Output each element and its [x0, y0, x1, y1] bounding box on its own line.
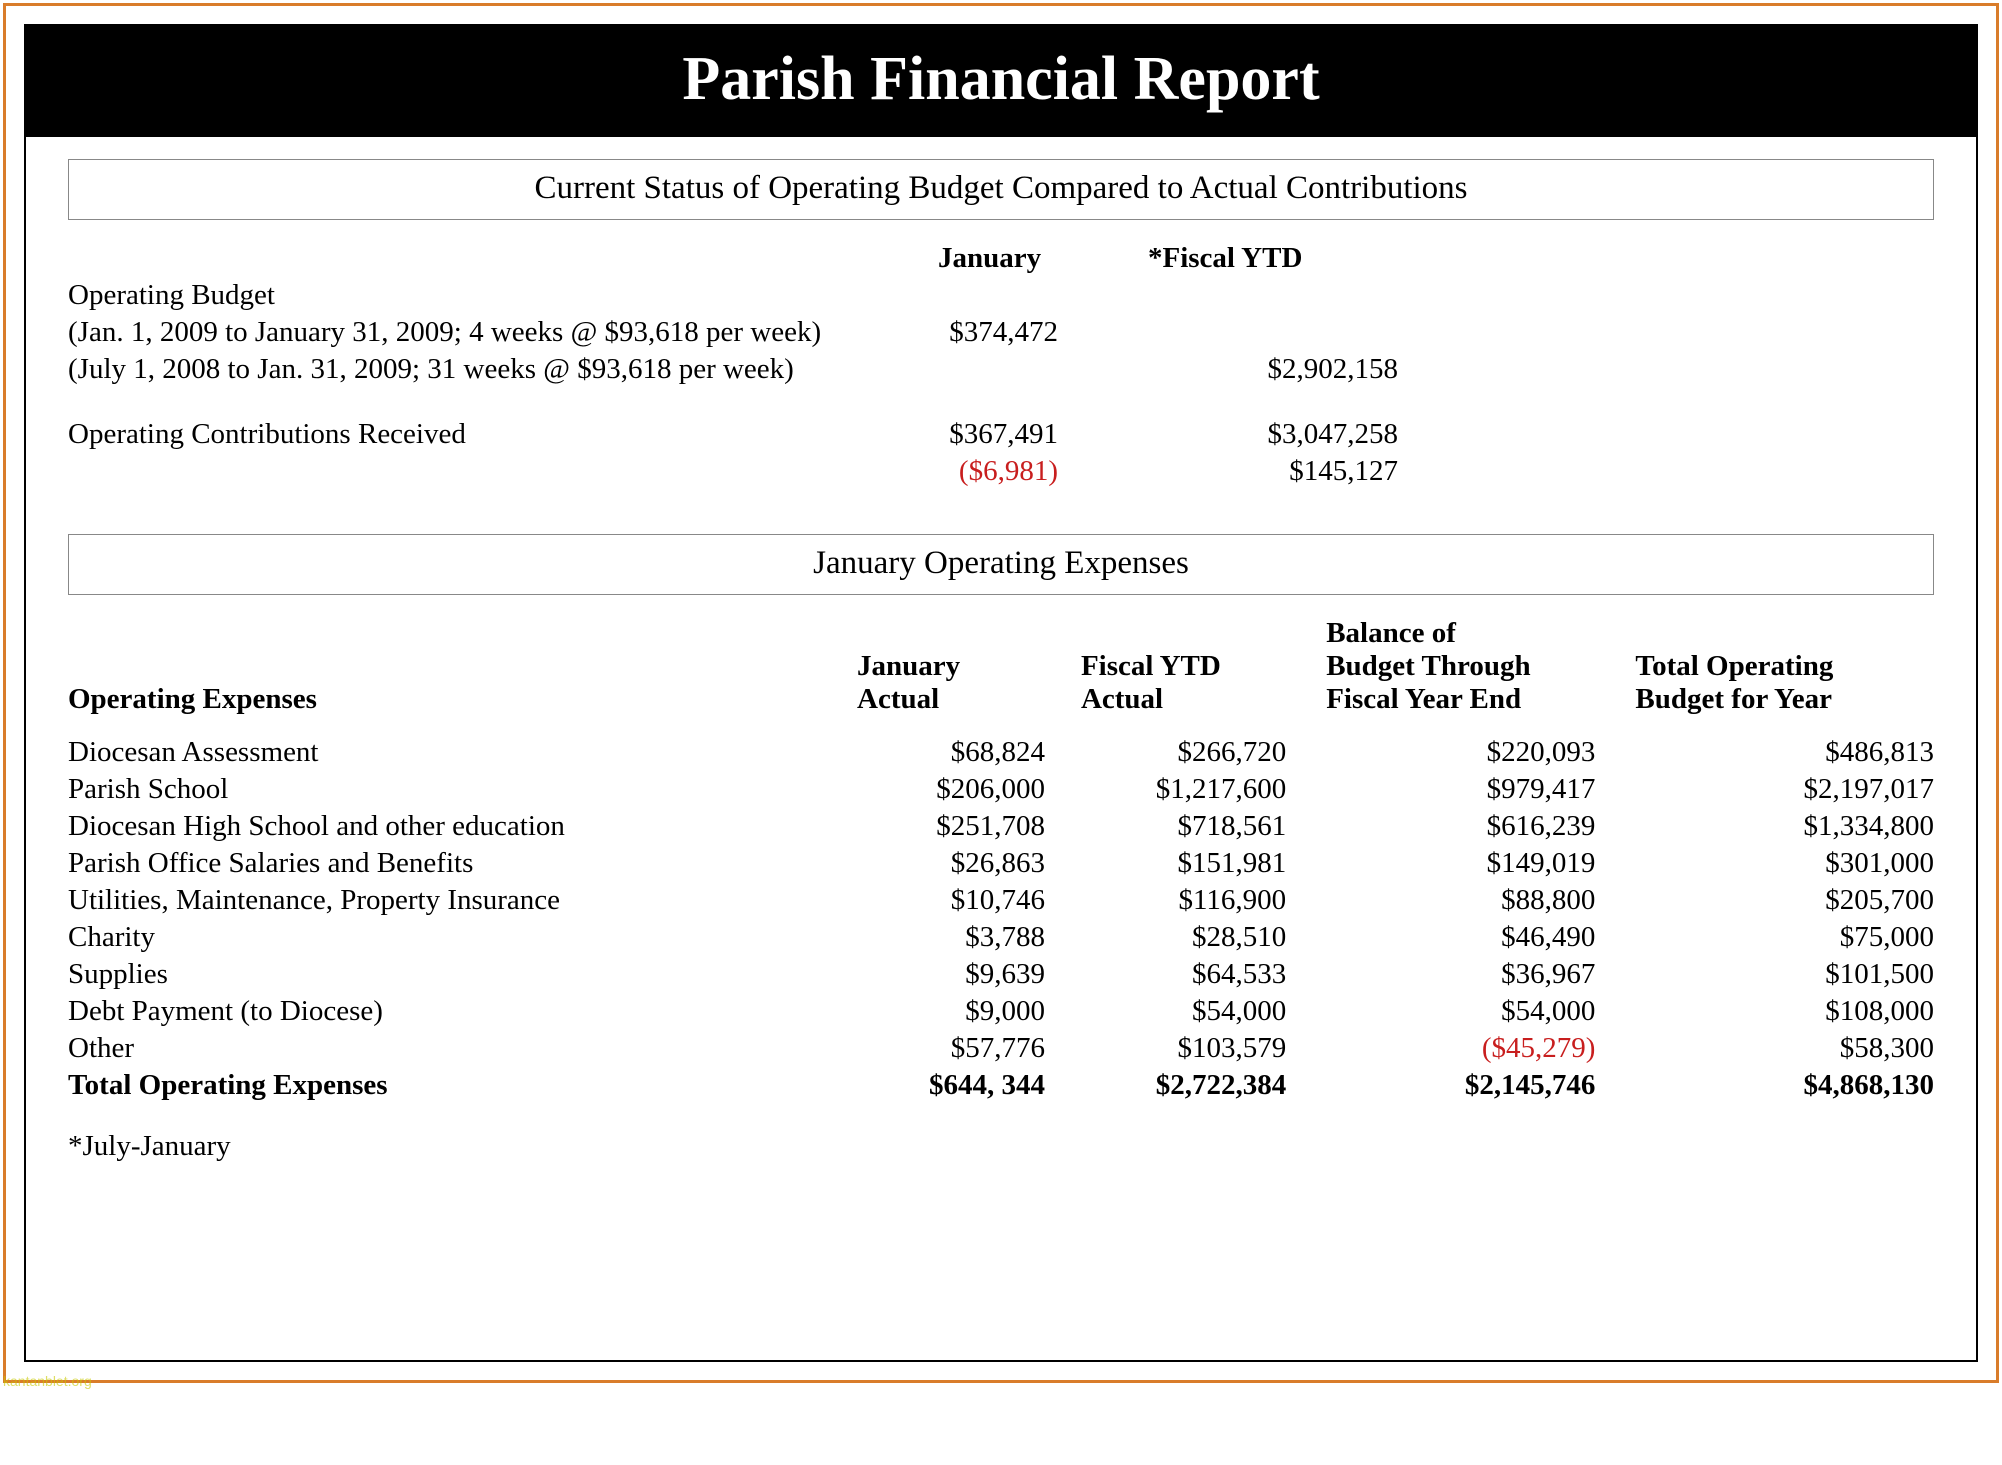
exp-col-bal: Balance ofBudget ThroughFiscal Year End [1326, 617, 1635, 734]
total-row: Total Operating Expenses $644, 344 $2,72… [68, 1067, 1934, 1104]
col-ytd-header: *Fiscal YTD [1148, 240, 1408, 277]
expense-row: Parish School$206,000$1,217,600$979,417$… [68, 771, 1934, 808]
section2-header: January Operating Expenses [68, 534, 1934, 595]
budget-jan-row: (Jan. 1, 2009 to January 31, 2009; 4 wee… [68, 314, 1934, 351]
expense-jan: $10,746 [857, 882, 1081, 919]
expense-row: Parish Office Salaries and Benefits$26,8… [68, 845, 1934, 882]
expense-label: Diocesan High School and other education [68, 808, 857, 845]
expense-tot: $75,000 [1635, 919, 1934, 956]
expense-bal: $979,417 [1326, 771, 1635, 808]
operating-budget-row: Operating Budget [68, 277, 1934, 314]
watermark: kantanblet.org [3, 1373, 92, 1389]
expense-jan: $68,824 [857, 734, 1081, 771]
variance-ytd: $145,127 [1148, 453, 1408, 490]
outer-frame: Parish Financial Report Current Status o… [3, 3, 1999, 1383]
expense-bal: $220,093 [1326, 734, 1635, 771]
expense-jan: $9,000 [857, 993, 1081, 1030]
expense-bal: $46,490 [1326, 919, 1635, 956]
expense-jan: $206,000 [857, 771, 1081, 808]
footnote: *July-January [68, 1130, 1934, 1163]
expense-tot: $101,500 [1635, 956, 1934, 993]
section1-header: Current Status of Operating Budget Compa… [68, 159, 1934, 220]
budget-col-headers: January *Fiscal YTD [68, 240, 1934, 277]
expenses-table: Operating Expenses JanuaryActual Fiscal … [68, 617, 1934, 1104]
expense-row: Debt Payment (to Diocese)$9,000$54,000$5… [68, 993, 1934, 1030]
exp-col-ytd: Fiscal YTDActual [1081, 617, 1326, 734]
budget-block: January *Fiscal YTD Operating Budget (Ja… [68, 240, 1934, 490]
expense-row: Charity$3,788$28,510$46,490$75,000 [68, 919, 1934, 956]
expense-tot: $205,700 [1635, 882, 1934, 919]
expense-row: Diocesan Assessment$68,824$266,720$220,0… [68, 734, 1934, 771]
expense-jan: $26,863 [857, 845, 1081, 882]
operating-budget-label: Operating Budget [68, 277, 888, 314]
inner-frame: Parish Financial Report Current Status o… [24, 24, 1978, 1362]
expense-ytd: $718,561 [1081, 808, 1326, 845]
expense-label: Supplies [68, 956, 857, 993]
col-jan-header: January [888, 240, 1148, 277]
budget-jan-note: (Jan. 1, 2009 to January 31, 2009; 4 wee… [68, 314, 888, 351]
exp-col-jan: JanuaryActual [857, 617, 1081, 734]
expense-ytd: $116,900 [1081, 882, 1326, 919]
total-label: Total Operating Expenses [68, 1067, 857, 1104]
exp-col-label: Operating Expenses [68, 617, 857, 734]
budget-ytd-row: (July 1, 2008 to Jan. 31, 2009; 31 weeks… [68, 351, 1934, 388]
expense-tot: $58,300 [1635, 1030, 1934, 1067]
variance-jan: ($6,981) [888, 453, 1148, 490]
expense-label: Charity [68, 919, 857, 956]
budget-table: January *Fiscal YTD Operating Budget (Ja… [68, 240, 1934, 490]
expense-row: Diocesan High School and other education… [68, 808, 1934, 845]
expense-jan: $3,788 [857, 919, 1081, 956]
total-tot: $4,868,130 [1635, 1067, 1934, 1104]
expense-label: Utilities, Maintenance, Property Insuran… [68, 882, 857, 919]
expense-label: Diocesan Assessment [68, 734, 857, 771]
expense-ytd: $103,579 [1081, 1030, 1326, 1067]
expense-tot: $1,334,800 [1635, 808, 1934, 845]
expense-jan: $57,776 [857, 1030, 1081, 1067]
expense-bal: $54,000 [1326, 993, 1635, 1030]
expense-label: Debt Payment (to Diocese) [68, 993, 857, 1030]
expense-row: Supplies$9,639$64,533$36,967$101,500 [68, 956, 1934, 993]
expense-row: Utilities, Maintenance, Property Insuran… [68, 882, 1934, 919]
total-jan: $644, 344 [857, 1067, 1081, 1104]
variance-row: ($6,981) $145,127 [68, 453, 1934, 490]
contrib-ytd: $3,047,258 [1148, 416, 1408, 453]
total-bal: $2,145,746 [1326, 1067, 1635, 1104]
expense-label: Parish School [68, 771, 857, 808]
expense-tot: $2,197,017 [1635, 771, 1934, 808]
expense-jan: $251,708 [857, 808, 1081, 845]
contrib-label: Operating Contributions Received [68, 416, 888, 453]
contrib-row: Operating Contributions Received $367,49… [68, 416, 1934, 453]
budget-ytd-value: $2,902,158 [1148, 351, 1408, 388]
expense-ytd: $1,217,600 [1081, 771, 1326, 808]
expense-ytd: $28,510 [1081, 919, 1326, 956]
expense-ytd: $151,981 [1081, 845, 1326, 882]
expense-tot: $301,000 [1635, 845, 1934, 882]
expenses-col-headers: Operating Expenses JanuaryActual Fiscal … [68, 617, 1934, 734]
report-body: Current Status of Operating Budget Compa… [26, 137, 1976, 1163]
expense-row: Other$57,776$103,579($45,279)$58,300 [68, 1030, 1934, 1067]
expense-bal: $616,239 [1326, 808, 1635, 845]
total-ytd: $2,722,384 [1081, 1067, 1326, 1104]
expense-ytd: $54,000 [1081, 993, 1326, 1030]
expense-label: Other [68, 1030, 857, 1067]
expense-bal: $88,800 [1326, 882, 1635, 919]
expense-jan: $9,639 [857, 956, 1081, 993]
exp-col-tot: Total OperatingBudget for Year [1635, 617, 1934, 734]
expense-ytd: $64,533 [1081, 956, 1326, 993]
budget-ytd-note: (July 1, 2008 to Jan. 31, 2009; 31 weeks… [68, 351, 888, 388]
budget-jan-value: $374,472 [888, 314, 1148, 351]
expense-bal: $149,019 [1326, 845, 1635, 882]
expense-bal: ($45,279) [1326, 1030, 1635, 1067]
contrib-jan: $367,491 [888, 416, 1148, 453]
expense-label: Parish Office Salaries and Benefits [68, 845, 857, 882]
expense-tot: $486,813 [1635, 734, 1934, 771]
report-title: Parish Financial Report [26, 26, 1976, 137]
expense-ytd: $266,720 [1081, 734, 1326, 771]
expense-bal: $36,967 [1326, 956, 1635, 993]
expense-tot: $108,000 [1635, 993, 1934, 1030]
